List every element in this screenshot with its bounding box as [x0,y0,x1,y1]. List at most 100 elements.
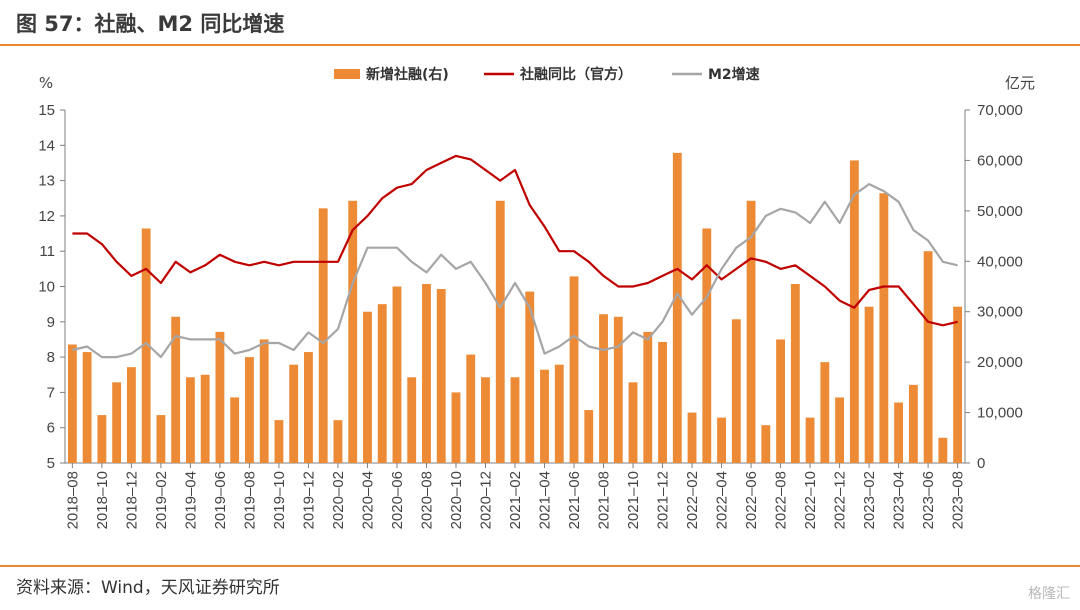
bar-new-social-financing [746,200,756,463]
bar-new-social-financing [776,339,785,463]
bar-new-social-financing [422,283,431,463]
x-tick-label: 2023–06 [920,471,937,529]
x-tick-label: 2019–06 [212,471,229,529]
legend-label-sf: 社融同比（官方） [519,66,632,83]
bar-new-social-financing [67,344,77,463]
x-tick-label: 2023–08 [950,471,967,529]
bar-new-social-financing [274,420,284,463]
line-social-financing-yoy [72,154,958,327]
bar-new-social-financing [97,415,107,463]
bar-new-social-financing [687,412,697,463]
left-tick-label: 11 [39,243,55,260]
x-tick-label: 2021–02 [507,471,524,529]
legend-swatch-bars [334,69,360,79]
bar-new-social-financing [348,200,358,463]
x-tick-label: 2020–12 [477,471,494,529]
bar-new-social-financing [835,397,845,463]
left-tick-label: 6 [47,420,55,437]
title-rule [0,44,1080,46]
bar-new-social-financing [436,289,446,463]
bar-new-social-financing [141,228,151,463]
bar-new-social-financing [318,208,328,463]
x-tick-label: 2020–04 [359,471,376,529]
bar-new-social-financing [451,392,461,463]
x-tick-label: 2022–04 [714,471,731,529]
x-tick-label: 2022–02 [684,471,701,529]
bar-new-social-financing [392,286,402,463]
x-tick-label: 2019–02 [153,471,170,529]
figure-title: 图 57：社融、M2 同比增速 [16,12,285,36]
bar-new-social-financing [333,420,343,463]
bar-new-social-financing [540,369,549,463]
x-tick-label: 2023–04 [891,471,908,529]
bar-new-social-financing [215,331,225,463]
axes-layer: % 亿元 5 6 7 8 9 10 11 12 13 14 15 0 10,000 20,000 30,000 4… [38,74,1035,529]
bar-new-social-financing [510,377,520,463]
legend: 新增社融(右) 社融同比（官方） M2增速 [334,66,760,83]
x-tick-label: 2019–04 [182,471,199,529]
bar-new-social-financing [731,319,741,463]
bar-new-social-financing [672,152,682,463]
left-tick-label: 12 [38,208,55,225]
bar-new-social-financing [953,306,963,463]
lines-layer [72,154,958,359]
bar-new-social-financing [643,331,653,463]
x-tick-label: 2021–04 [537,471,554,529]
x-tick-label: 2018–10 [94,471,111,529]
x-tick-label: 2020–10 [448,471,465,529]
bar-new-social-financing [908,384,918,463]
source-note: 资料来源：Wind，天风证券研究所 [16,578,280,598]
bar-new-social-financing [761,425,771,463]
right-tick-label: 50,000 [977,203,1023,220]
bar-new-social-financing [377,304,387,463]
right-tick-label: 30,000 [977,304,1023,321]
bar-new-social-financing [599,314,608,463]
bar-new-social-financing [407,377,417,463]
bar-new-social-financing [245,357,254,463]
bar-new-social-financing [628,382,638,463]
bar-new-social-financing [554,364,564,463]
legend-label-bars: 新增社融(右) [366,66,449,83]
legend-label-m2: M2增速 [708,66,760,83]
bar-new-social-financing [569,276,579,463]
bar-new-social-financing [849,160,859,463]
x-tick-label: 2020–06 [389,471,406,529]
bar-new-social-financing [112,382,122,463]
bar-new-social-financing [259,339,269,463]
x-tick-label: 2018–08 [64,471,81,529]
bar-new-social-financing [658,341,667,463]
right-tick-label: 70,000 [977,102,1023,119]
bars-layer [67,152,963,463]
right-tick-label: 10,000 [977,405,1023,422]
left-axis-unit: % [39,74,53,92]
left-tick-label: 7 [47,384,55,401]
title-bar: 图 57：社融、M2 同比增速 [0,0,1080,44]
x-tick-label: 2021–08 [596,471,613,529]
x-tick-label: 2021–12 [655,471,672,529]
right-tick-label: 20,000 [977,354,1023,371]
bar-new-social-financing [805,417,815,463]
bar-new-social-financing [702,228,712,463]
bar-new-social-financing [938,437,948,463]
footer-rule [0,565,1080,567]
x-tick-label: 2022–12 [832,471,849,529]
bar-new-social-financing [126,367,136,463]
bar-new-social-financing [495,200,505,463]
left-tick-label: 9 [47,314,55,331]
x-tick-label: 2019–12 [300,471,317,529]
left-tick-label: 13 [38,173,55,190]
x-tick-label: 2020–02 [330,471,347,529]
bar-new-social-financing [864,306,874,463]
line-m2-growth [72,183,958,359]
bar-new-social-financing [525,291,535,463]
bar-new-social-financing [82,352,92,463]
left-tick-label: 8 [47,349,55,366]
combo-chart: % 亿元 5 6 7 8 9 10 11 12 13 14 15 0 10,000 20,000 30,000 4… [38,66,1035,529]
x-tick-label: 2019–10 [271,471,288,529]
bar-new-social-financing [820,362,830,463]
bar-new-social-financing [613,316,623,463]
x-tick-label: 2018–12 [123,471,140,529]
x-tick-label: 2019–08 [241,471,258,529]
left-tick-label: 10 [38,279,55,296]
